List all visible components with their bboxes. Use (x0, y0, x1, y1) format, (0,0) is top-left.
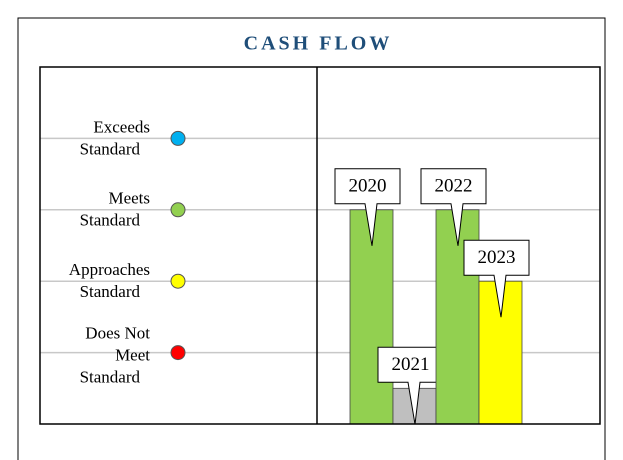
bar-label: 2023 (478, 247, 516, 268)
bar-label: 2020 (349, 176, 387, 197)
y-tick-label: Meets (108, 189, 150, 208)
level-dot (170, 345, 186, 361)
plot-frame (39, 66, 601, 425)
y-tick-label: Approaches (69, 260, 150, 279)
y-tick-label: Standard (80, 368, 141, 387)
callout (463, 239, 530, 318)
y-tick-label: Does Not (85, 324, 150, 343)
y-tick-label: Standard (80, 139, 141, 158)
level-dot (170, 273, 186, 289)
y-tick-label: Meet (115, 346, 150, 365)
frame (17, 17, 606, 460)
chart-title: CASH FLOW (244, 33, 393, 55)
level-dot (170, 130, 186, 146)
level-dot (170, 202, 186, 218)
bar-label: 2021 (392, 354, 430, 375)
bar-label: 2022 (435, 176, 473, 197)
y-tick-label: Exceeds (93, 117, 150, 136)
callout (420, 168, 487, 246)
callout (334, 168, 401, 246)
y-tick-label: Standard (80, 282, 141, 301)
y-tick-label: Standard (80, 211, 141, 230)
